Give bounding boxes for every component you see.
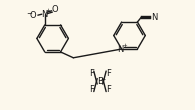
Text: F: F xyxy=(89,85,94,94)
Text: N: N xyxy=(117,46,124,54)
Text: N: N xyxy=(42,10,48,19)
Text: B: B xyxy=(97,77,103,86)
Text: F: F xyxy=(106,85,111,94)
Text: F: F xyxy=(89,69,94,78)
Text: −: − xyxy=(26,11,32,17)
Text: N: N xyxy=(151,13,157,22)
Text: −: − xyxy=(101,76,106,81)
Text: +: + xyxy=(46,8,51,13)
Text: +: + xyxy=(123,43,128,48)
Text: O: O xyxy=(51,5,58,14)
Text: F: F xyxy=(106,69,111,78)
Text: O: O xyxy=(30,11,36,20)
